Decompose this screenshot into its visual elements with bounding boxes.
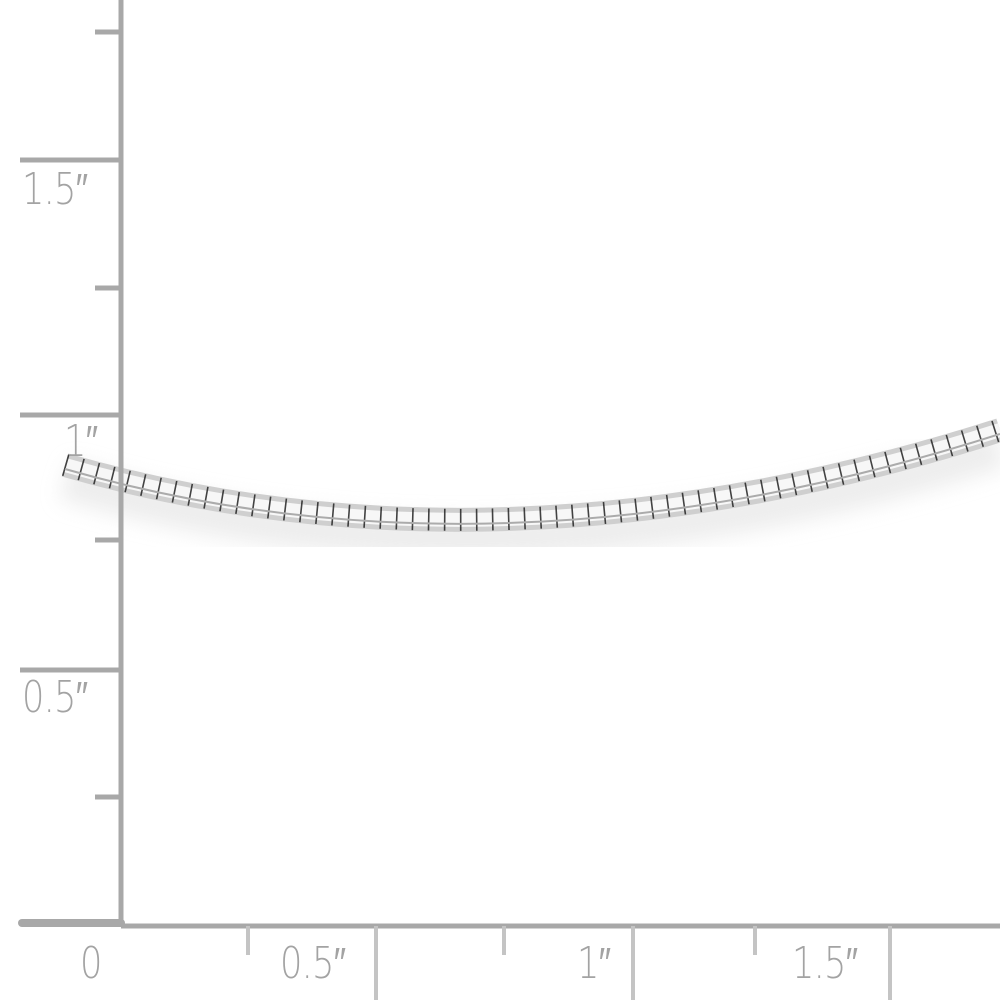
v-label-0-5: 0.5″ xyxy=(22,672,88,723)
necklace-chain xyxy=(59,418,1000,558)
ruler xyxy=(18,0,1000,1000)
horizontal-ticks xyxy=(246,926,892,1000)
h-label-1: 1″ xyxy=(577,938,611,989)
v-label-1: 1″ xyxy=(64,416,98,467)
vertical-ticks xyxy=(20,29,121,800)
h-label-0-5: 0.5″ xyxy=(280,938,346,989)
h-label-1-5: 1.5″ xyxy=(792,938,858,989)
h-label-0: 0 xyxy=(80,938,102,989)
v-label-1-5: 1.5″ xyxy=(22,164,88,215)
